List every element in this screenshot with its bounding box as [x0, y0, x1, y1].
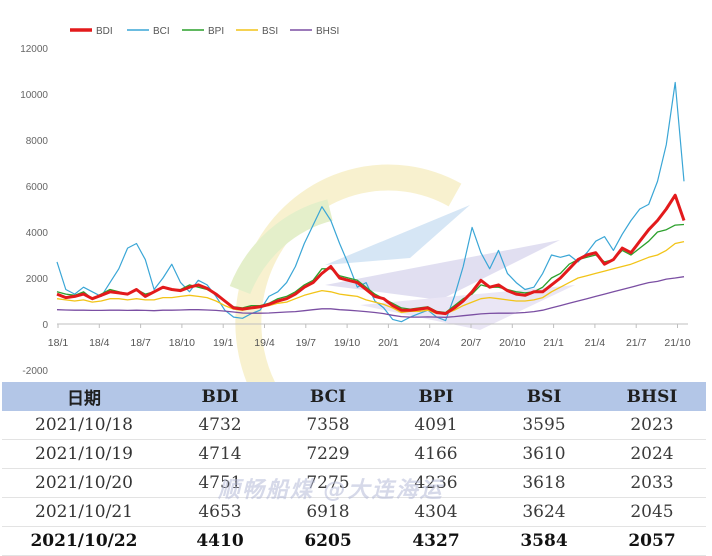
table-header-row: 日期 BDI BCI BPI BSI BHSI — [2, 382, 706, 411]
cell-date: 2021/10/19 — [2, 439, 166, 469]
x-tick-label: 18/7 — [130, 337, 151, 349]
cell-bci: 7358 — [274, 411, 382, 440]
legend-label-bpi: BPI — [208, 26, 224, 37]
cell-bhsi: 2023 — [598, 411, 706, 440]
y-tick-label: 6000 — [26, 182, 49, 193]
x-tick-label: 19/10 — [334, 337, 360, 349]
x-tick-label: 18/10 — [169, 337, 195, 349]
x-tick-label: 19/4 — [254, 337, 275, 349]
cell-bsi: 3584 — [490, 526, 598, 556]
cell-bsi: 3610 — [490, 439, 598, 469]
cell-bpi: 4091 — [382, 411, 490, 440]
cell-bpi: 4327 — [382, 526, 490, 556]
cell-bdi: 4751 — [166, 468, 274, 498]
legend-label-bdi: BDI — [96, 26, 113, 37]
x-tick-label: 21/10 — [664, 337, 690, 349]
cell-bhsi: 2057 — [598, 526, 706, 556]
series-line-bdi — [56, 193, 686, 316]
cell-bdi: 4653 — [166, 497, 274, 527]
cell-bhsi: 2033 — [598, 468, 706, 498]
x-tick-label: 20/1 — [378, 337, 399, 349]
cell-bpi: 4236 — [382, 468, 490, 498]
table-row: 2021/10/20 4751 7275 4236 3618 2033 — [2, 468, 706, 498]
cell-bpi: 4166 — [382, 439, 490, 469]
cell-bpi: 4304 — [382, 497, 490, 527]
cell-bci: 6918 — [274, 497, 382, 527]
cell-date: 2021/10/20 — [2, 468, 166, 498]
index-table: 日期 BDI BCI BPI BSI BHSI 2021/10/18 4732 … — [2, 382, 706, 556]
cell-bhsi: 2045 — [598, 497, 706, 527]
x-tick-label: 21/1 — [543, 337, 564, 349]
cell-bci: 6205 — [274, 526, 382, 556]
y-tick-label: -2000 — [22, 366, 48, 377]
y-tick-label: 8000 — [26, 136, 49, 147]
legend: BDI BCI BPI BSI BHSI — [70, 26, 339, 37]
header-date: 日期 — [2, 382, 166, 411]
cell-date: 2021/10/22 — [2, 526, 166, 556]
table-row: 2021/10/18 4732 7358 4091 3595 2023 — [2, 411, 706, 440]
series-line-bsi — [56, 240, 685, 315]
x-tick-label: 18/1 — [48, 337, 69, 349]
header-bpi: BPI — [382, 382, 490, 411]
y-tick-label: 2000 — [26, 274, 49, 285]
header-bci: BCI — [274, 382, 382, 411]
legend-label-bsi: BSI — [262, 26, 278, 37]
table-row-latest: 2021/10/22 4410 6205 4327 3584 2057 — [2, 526, 706, 556]
x-tick-label: 20/7 — [461, 337, 482, 349]
header-bsi: BSI — [490, 382, 598, 411]
x-tick-label: 19/7 — [296, 337, 317, 349]
y-tick-label: 10000 — [20, 90, 48, 101]
series-layer — [56, 81, 686, 323]
cell-bdi: 4732 — [166, 411, 274, 440]
header-bhsi: BHSI — [598, 382, 706, 411]
x-tick-label: 21/7 — [626, 337, 647, 349]
x-tick-label: 20/10 — [499, 337, 525, 349]
x-tick-label: 20/4 — [419, 337, 440, 349]
cell-date: 2021/10/18 — [2, 411, 166, 440]
series-line-bhsi — [56, 276, 685, 318]
x-tick-label: 21/4 — [585, 337, 606, 349]
watermark-logo — [229, 164, 575, 382]
axes: 12000 10000 8000 6000 4000 2000 0 -2000 18/1 18/4… — [20, 44, 691, 377]
cell-bdi: 4410 — [166, 526, 274, 556]
chart-area: 12000 10000 8000 6000 4000 2000 0 -2000 18/1 18/4… — [20, 26, 691, 382]
y-tick-label: 0 — [42, 320, 48, 331]
line-chart: 12000 10000 8000 6000 4000 2000 0 -2000 18/1 18/4… — [20, 26, 691, 382]
cell-bsi: 3618 — [490, 468, 598, 498]
legend-label-bhsi: BHSI — [316, 26, 339, 37]
legend-label-bci: BCI — [153, 26, 170, 37]
header-bdi: BDI — [166, 382, 274, 411]
y-tick-label: 12000 — [20, 44, 48, 55]
cell-bsi: 3595 — [490, 411, 598, 440]
cell-date: 2021/10/21 — [2, 497, 166, 527]
x-tick-label: 18/4 — [89, 337, 110, 349]
cell-bci: 7229 — [274, 439, 382, 469]
cell-bhsi: 2024 — [598, 439, 706, 469]
x-tick-label: 19/1 — [213, 337, 234, 349]
cell-bci: 7275 — [274, 468, 382, 498]
cell-bdi: 4714 — [166, 439, 274, 469]
y-tick-label: 4000 — [26, 228, 49, 239]
table-row: 2021/10/19 4714 7229 4166 3610 2024 — [2, 439, 706, 469]
cell-bsi: 3624 — [490, 497, 598, 527]
table-row: 2021/10/21 4653 6918 4304 3624 2045 — [2, 497, 706, 527]
